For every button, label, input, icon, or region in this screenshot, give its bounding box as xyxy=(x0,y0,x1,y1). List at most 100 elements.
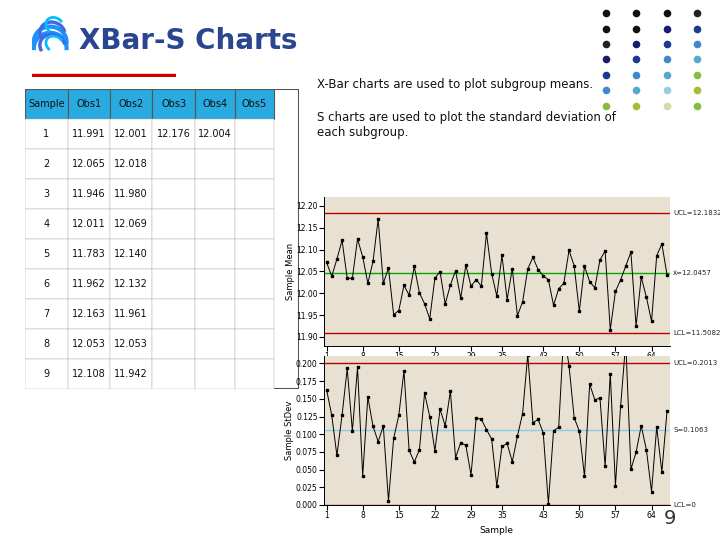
Text: 11.991: 11.991 xyxy=(72,129,106,139)
Bar xyxy=(110,209,153,239)
Bar xyxy=(195,179,235,209)
Bar xyxy=(68,149,110,179)
Text: 11.962: 11.962 xyxy=(72,279,106,289)
Bar xyxy=(68,359,110,389)
Text: Xbar-S Chart of Obs1, …, Obs5: Xbar-S Chart of Obs1, …, Obs5 xyxy=(356,201,559,214)
Bar xyxy=(25,239,68,269)
Bar xyxy=(68,329,110,359)
Text: XBar-S Charts: XBar-S Charts xyxy=(79,26,297,55)
Bar xyxy=(110,89,153,119)
Text: 12.140: 12.140 xyxy=(114,249,148,259)
Text: ẋ=12.0457: ẋ=12.0457 xyxy=(673,270,712,276)
Bar xyxy=(235,89,274,119)
Bar xyxy=(235,149,274,179)
Bar xyxy=(68,89,110,119)
Bar xyxy=(25,179,68,209)
Bar xyxy=(153,269,195,299)
Bar xyxy=(235,359,274,389)
Bar xyxy=(25,269,68,299)
Bar xyxy=(153,119,195,149)
Bar xyxy=(153,209,195,239)
Y-axis label: Sample StDev: Sample StDev xyxy=(286,401,294,460)
Bar xyxy=(235,179,274,209)
Bar xyxy=(68,119,110,149)
Bar xyxy=(25,209,68,239)
Text: Obs2: Obs2 xyxy=(119,99,144,109)
Text: 12.108: 12.108 xyxy=(72,369,106,379)
Bar xyxy=(153,329,195,359)
Bar xyxy=(110,269,153,299)
Text: Obs3: Obs3 xyxy=(161,99,186,109)
Text: UCL=0.2013: UCL=0.2013 xyxy=(673,360,717,366)
Text: 12.163: 12.163 xyxy=(72,309,106,319)
Bar xyxy=(235,209,274,239)
Bar xyxy=(25,299,68,329)
Bar xyxy=(195,299,235,329)
Bar xyxy=(25,359,68,389)
Text: 6: 6 xyxy=(43,279,50,289)
Bar xyxy=(68,269,110,299)
Text: Obs5: Obs5 xyxy=(242,99,267,109)
Bar xyxy=(195,239,235,269)
Bar xyxy=(195,89,235,119)
Bar xyxy=(32,74,176,76)
Text: 12.176: 12.176 xyxy=(157,129,191,139)
Text: 12.018: 12.018 xyxy=(114,159,148,169)
Text: 12.053: 12.053 xyxy=(114,339,148,349)
Text: 5: 5 xyxy=(43,249,50,259)
Text: 12.053: 12.053 xyxy=(72,339,106,349)
Bar xyxy=(25,149,68,179)
Bar xyxy=(195,209,235,239)
Bar xyxy=(195,149,235,179)
Bar xyxy=(153,359,195,389)
X-axis label: Sample: Sample xyxy=(480,367,514,375)
Bar xyxy=(235,239,274,269)
Text: Obs1: Obs1 xyxy=(76,99,102,109)
Bar xyxy=(153,239,195,269)
Bar xyxy=(68,209,110,239)
Bar xyxy=(25,89,68,119)
Bar xyxy=(110,329,153,359)
Bar xyxy=(110,119,153,149)
X-axis label: Sample: Sample xyxy=(480,526,514,535)
Text: 9: 9 xyxy=(43,369,50,379)
Bar xyxy=(235,119,274,149)
Bar xyxy=(25,119,68,149)
Bar xyxy=(110,299,153,329)
Text: 9: 9 xyxy=(663,509,676,528)
Bar xyxy=(110,149,153,179)
Text: 8: 8 xyxy=(43,339,50,349)
Text: 7: 7 xyxy=(43,309,50,319)
Text: 2: 2 xyxy=(43,159,50,169)
Bar xyxy=(235,299,274,329)
Bar xyxy=(68,299,110,329)
Text: LCL=11.5082: LCL=11.5082 xyxy=(673,330,720,336)
Text: Obs4: Obs4 xyxy=(202,99,228,109)
Bar xyxy=(68,239,110,269)
Text: 12.004: 12.004 xyxy=(198,129,232,139)
Text: 12.069: 12.069 xyxy=(114,219,148,229)
Bar xyxy=(195,359,235,389)
Text: 12.001: 12.001 xyxy=(114,129,148,139)
Text: S=0.1063: S=0.1063 xyxy=(673,427,708,433)
Text: X-Bar charts are used to plot subgroup means.: X-Bar charts are used to plot subgroup m… xyxy=(317,78,593,91)
Bar xyxy=(235,269,274,299)
Bar xyxy=(68,179,110,209)
Bar xyxy=(153,149,195,179)
Text: 11.783: 11.783 xyxy=(72,249,106,259)
Text: LCL=0: LCL=0 xyxy=(673,502,696,508)
Text: UCL=12.1832: UCL=12.1832 xyxy=(673,210,720,216)
Bar xyxy=(153,179,195,209)
Text: 4: 4 xyxy=(43,219,50,229)
Bar xyxy=(235,329,274,359)
Bar xyxy=(110,359,153,389)
Text: 3: 3 xyxy=(43,189,50,199)
Bar xyxy=(153,299,195,329)
Text: S charts are used to plot the standard deviation of
each subgroup.: S charts are used to plot the standard d… xyxy=(317,111,616,139)
Text: 11.942: 11.942 xyxy=(114,369,148,379)
Y-axis label: Sample Mean: Sample Mean xyxy=(286,243,294,300)
Text: 12.011: 12.011 xyxy=(72,219,106,229)
Text: 12.065: 12.065 xyxy=(72,159,106,169)
Bar xyxy=(110,239,153,269)
Bar xyxy=(25,329,68,359)
